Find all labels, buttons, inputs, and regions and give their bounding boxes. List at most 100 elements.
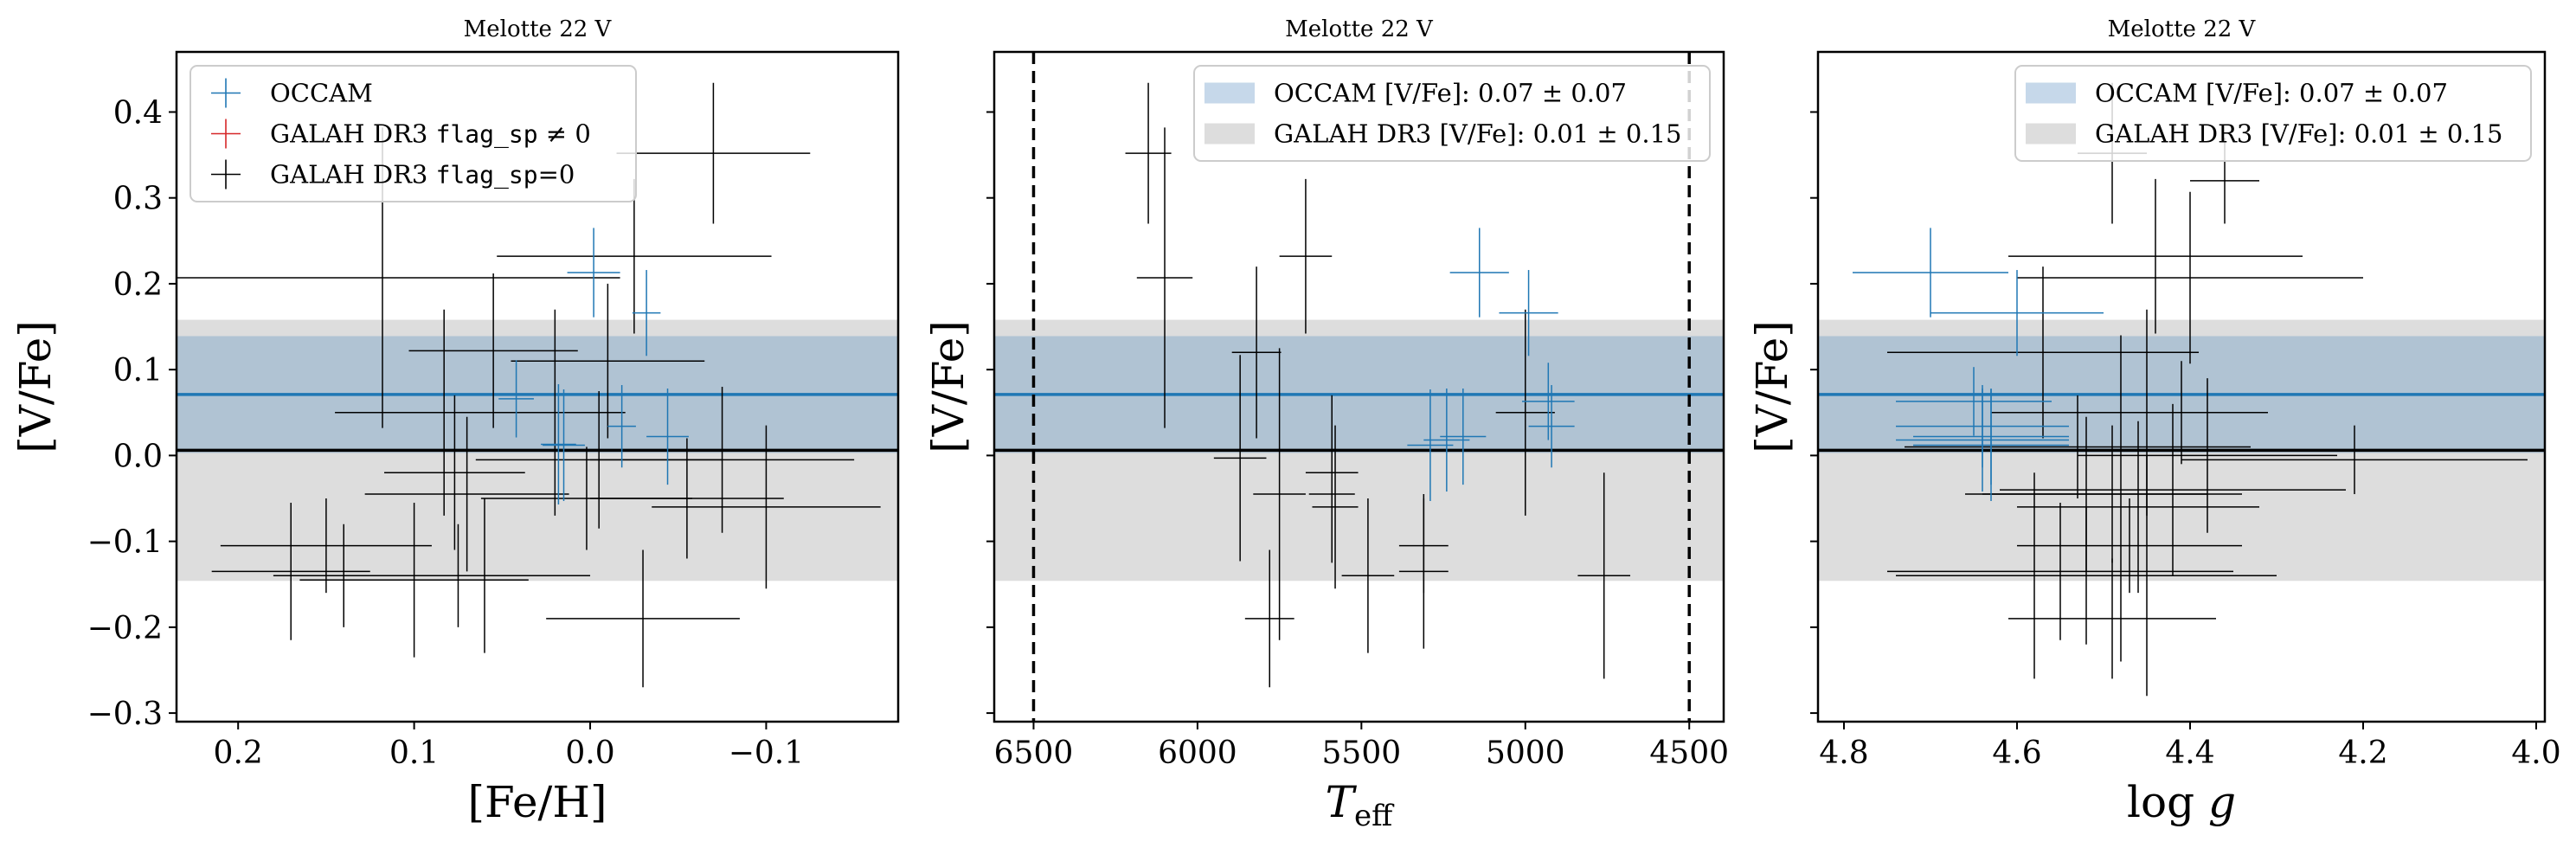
y-tick-label: 0.1 <box>113 353 163 389</box>
data-point <box>616 82 811 224</box>
series-occam <box>1853 228 2104 501</box>
data-point <box>1521 363 1575 440</box>
data-point <box>607 385 636 468</box>
y-axis-label: [V/Fe] <box>1747 320 1797 453</box>
y-axis-label: [V/Fe] <box>10 320 61 453</box>
data-point <box>1312 425 1359 589</box>
data-point <box>378 498 591 653</box>
data-point <box>1913 389 2069 501</box>
x-tick-label: 0.1 <box>389 736 439 771</box>
panel-title: Melotte 22 V <box>2108 16 2257 42</box>
legend-swatch <box>2026 82 2076 104</box>
data-point <box>590 438 784 559</box>
x-tick-label: 4.2 <box>2338 736 2387 771</box>
legend: OCCAM [V/Fe]: 0.07 ± 0.07 GALAH DR3 [V/Fe… <box>1193 65 1711 162</box>
legend-item: OCCAM [V/Fe]: 0.07 ± 0.07 <box>1204 79 1627 108</box>
data-point <box>1896 388 2069 492</box>
legend-swatch <box>2026 123 2076 145</box>
x-tick-label: 4.4 <box>2165 736 2214 771</box>
x-tick-label: 4500 <box>1649 736 1729 771</box>
legend-item: GALAH DR3 [V/Fe]: 0.01 ± 0.15 <box>2026 119 2502 149</box>
data-point <box>384 395 525 550</box>
data-point <box>1982 425 2242 563</box>
y-tick-label: −0.1 <box>87 525 163 561</box>
x-tick-label: 5000 <box>1486 736 1565 771</box>
x-tick-label: 4.0 <box>2511 736 2560 771</box>
series-galah-dr3-flag-sp-0 <box>1887 82 2528 697</box>
series-occam <box>1407 228 1575 501</box>
data-point <box>2017 191 2363 364</box>
data-point <box>646 388 689 485</box>
data-point <box>1213 355 1267 562</box>
legend-item: GALAH DR3 flag_sp=0 <box>211 159 575 190</box>
legend-label: GALAH DR3 [V/Fe]: 0.01 ± 0.15 <box>1274 119 1681 149</box>
data-point <box>546 549 740 688</box>
legend-label: OCCAM [V/Fe]: 0.07 ± 0.07 <box>2095 79 2448 108</box>
data-point <box>2000 403 2346 576</box>
data-point <box>1398 494 1449 649</box>
y-tick-label: −0.3 <box>87 697 163 732</box>
data-point <box>2008 178 2303 334</box>
legend-box <box>2014 65 2532 162</box>
data-point <box>1449 228 1509 318</box>
legend-label: OCCAM [V/Fe]: 0.07 ± 0.07 <box>1274 79 1627 108</box>
data-point <box>2181 425 2528 495</box>
data-point <box>408 273 578 428</box>
data-point <box>1982 506 2190 645</box>
data-point <box>2017 498 2242 594</box>
y-tick-label: 0.0 <box>113 439 163 474</box>
data-point <box>1499 270 1558 357</box>
data-point <box>1887 502 2233 640</box>
legend-item: OCCAM <box>211 78 373 108</box>
data-point <box>543 389 585 501</box>
x-tick-label: 5500 <box>1322 736 1402 771</box>
legend-swatch <box>1204 82 1255 104</box>
y-tick-label: 0.2 <box>113 267 163 303</box>
data-point <box>590 387 855 533</box>
legend-label: GALAH DR3 [V/Fe]: 0.01 ± 0.15 <box>2095 119 2502 149</box>
data-point <box>1577 472 1631 679</box>
axes-frame <box>1816 50 2547 723</box>
data-point <box>1905 395 2251 498</box>
legend: OCCAM [V/Fe]: 0.07 ± 0.07 GALAH DR3 [V/Fe… <box>2014 65 2532 162</box>
data-point <box>220 498 432 594</box>
y-tick-label: −0.2 <box>87 611 163 646</box>
legend: OCCAM GALAH DR3 flag_sp ≠ 0 GALAH DR3 flag… <box>190 65 637 202</box>
y-tick-label: 0.4 <box>113 95 163 131</box>
x-axis-label: [Fe/H] <box>467 777 607 827</box>
data-point <box>299 502 529 658</box>
legend-item: OCCAM [V/Fe]: 0.07 ± 0.07 <box>2026 79 2448 108</box>
data-point <box>484 309 626 516</box>
data-point <box>364 416 569 572</box>
x-axis-label: Teff <box>1326 777 1395 833</box>
data-point <box>1244 549 1294 688</box>
x-tick-label: 6000 <box>1158 736 1237 771</box>
y-tick-label: 0.3 <box>113 182 163 217</box>
plot-area <box>994 52 1724 722</box>
x-tick-label: 6500 <box>994 736 1074 771</box>
legend-box <box>190 65 637 202</box>
x-tick-label: 0.2 <box>214 736 263 771</box>
data-point <box>1930 270 2104 357</box>
data-point <box>498 360 534 438</box>
data-point <box>1528 385 1575 468</box>
data-point <box>1407 389 1454 501</box>
data-point <box>1440 388 1487 485</box>
data-point <box>632 270 661 357</box>
plot-area <box>1818 82 2545 697</box>
legend-swatch <box>1204 123 1255 145</box>
legend-item: GALAH DR3 [V/Fe]: 0.01 ± 0.15 <box>1204 119 1681 149</box>
data-point <box>1423 388 1470 492</box>
data-point <box>1253 348 1306 640</box>
legend-label: OCCAM <box>270 79 373 108</box>
panel-2: 6500 6000 5500 5000 4500 Melotte 22 V Teff [V/F… <box>923 16 1729 833</box>
legend-label: GALAH DR3 flag_sp ≠ 0 <box>270 119 591 150</box>
panel-3: 4.8 4.6 4.4 4.2 4.0 Melotte 22 V log g [V/Fe] OC… <box>1747 16 2561 827</box>
data-point <box>1896 367 2052 436</box>
x-tick-label: −0.1 <box>729 736 804 771</box>
x-tick-label: 4.6 <box>1992 736 2041 771</box>
legend-item: GALAH DR3 flag_sp ≠ 0 <box>211 119 591 150</box>
x-tick-label: 0.0 <box>565 736 614 771</box>
axes-frame <box>992 50 1725 723</box>
